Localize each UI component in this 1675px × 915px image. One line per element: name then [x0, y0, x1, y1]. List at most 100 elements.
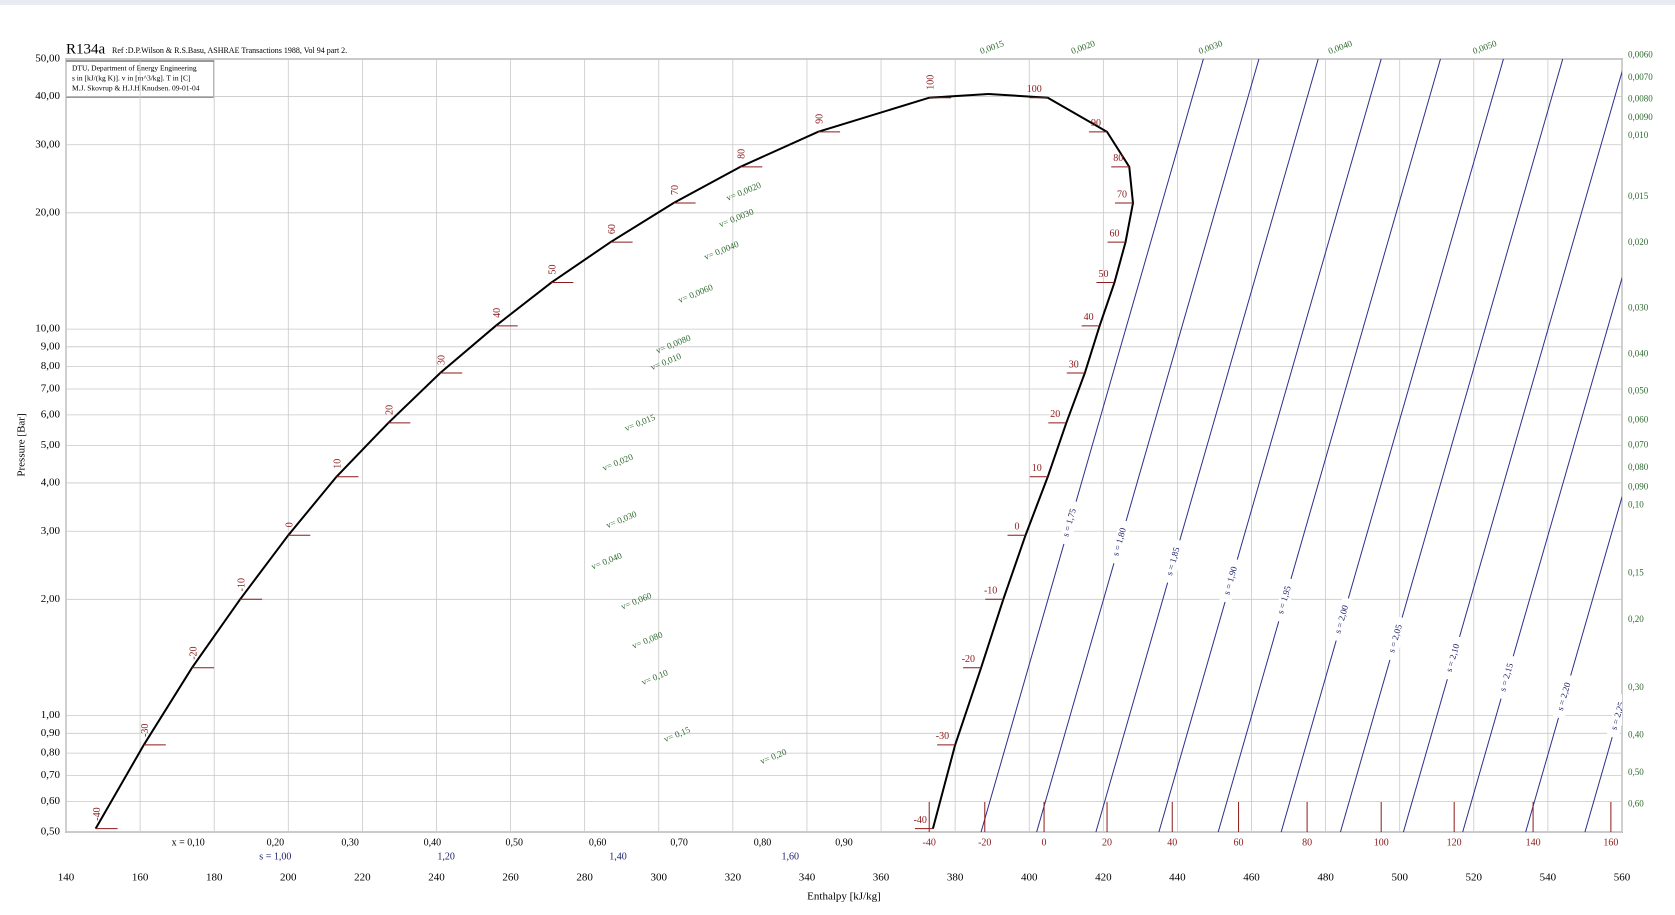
- volume-label: v= 0,0030: [717, 206, 755, 229]
- volume-label: 0,0060: [1628, 50, 1653, 60]
- temperature-label: -30: [936, 731, 949, 742]
- y-tick-label: 50,00: [35, 53, 60, 65]
- y-tick-label: 8,00: [41, 360, 61, 372]
- x-tick-label: 440: [1169, 872, 1186, 884]
- volume-label: v= 0,20: [759, 747, 789, 767]
- temperature-label: 70: [1117, 189, 1127, 200]
- volume-label: 0,090: [1628, 481, 1649, 491]
- temperature-label: 40: [1084, 312, 1094, 323]
- label-bg: [1441, 635, 1466, 681]
- isotherm-label: 40: [1167, 837, 1177, 848]
- temperature-label: 100: [1027, 84, 1042, 95]
- isotherm-label: 160: [1603, 837, 1618, 848]
- x-tick-label: 280: [576, 872, 593, 884]
- quality-label: 0,80: [754, 837, 772, 848]
- temperature-label: 10: [333, 459, 344, 469]
- label-bg: [1552, 673, 1577, 720]
- saturation-line: [931, 92, 1134, 829]
- y-tick-label: 40,00: [35, 90, 60, 102]
- isotherm-label: 100: [1374, 837, 1389, 848]
- temperature-label: 50: [548, 265, 559, 275]
- volume-label: 0,60: [1628, 798, 1644, 808]
- y-axis-title: Pressure [Bar]: [16, 413, 28, 476]
- isentrope-line: [1339, 59, 1564, 832]
- label-bg: [1161, 538, 1186, 585]
- isotherm-label: 20: [1102, 837, 1112, 848]
- isotherm-label: -40: [923, 837, 936, 848]
- volume-label: 0,40: [1628, 729, 1644, 739]
- x-tick-label: 260: [502, 872, 519, 884]
- temperature-label: -10: [984, 586, 997, 597]
- y-tick-label: 7,00: [41, 383, 61, 395]
- y-tick-label: 0,80: [41, 747, 61, 759]
- y-tick-label: 5,00: [41, 439, 61, 451]
- quality-label: 0,40: [424, 837, 442, 848]
- isentrope-line: [1280, 59, 1504, 832]
- y-tick-label: 20,00: [35, 206, 60, 218]
- y-tick-label: 0,70: [41, 769, 61, 781]
- temperature-label: 10: [1032, 463, 1042, 474]
- y-tick-label: 2,00: [41, 593, 61, 605]
- x-tick-label: 340: [799, 872, 816, 884]
- quality-label: x = 0,10: [172, 837, 205, 848]
- y-tick-label: 0,60: [41, 795, 61, 807]
- volume-label: 0,50: [1628, 767, 1644, 777]
- x-tick-label: 500: [1391, 872, 1408, 884]
- x-tick-label: 520: [1466, 872, 1483, 884]
- volume-label: v= 0,10: [640, 667, 670, 687]
- label-bg: [1330, 596, 1355, 643]
- volume-label: v= 0,060: [619, 590, 653, 611]
- temperature-label: -30: [140, 724, 151, 737]
- isentrope-line: [1036, 59, 1260, 832]
- volume-label: 0,060: [1628, 415, 1649, 425]
- temperature-label: 50: [1098, 269, 1108, 280]
- volume-label: v= 0,020: [601, 451, 635, 472]
- isentrope-line: [1402, 70, 1622, 832]
- temperature-label: 0: [1015, 522, 1020, 533]
- volume-label: v= 0,010: [649, 351, 683, 372]
- window-bar: [0, 0, 1675, 5]
- x-tick-label: 400: [1021, 872, 1038, 884]
- y-tick-label: 0,50: [41, 826, 61, 838]
- volume-label: 0,10: [1628, 499, 1644, 509]
- y-tick-label: 1,00: [41, 709, 61, 721]
- x-tick-label: 460: [1243, 872, 1260, 884]
- x-tick-label: 220: [354, 872, 371, 884]
- y-tick-label: 3,00: [41, 525, 61, 537]
- quality-label: 0,70: [670, 837, 688, 848]
- info-line: M.J. Skovrup & H.J.H Knudsen. 09-01-04: [72, 84, 200, 93]
- volume-label: v= 0,040: [590, 550, 624, 571]
- volume-label: 0,0090: [1628, 112, 1653, 122]
- y-tick-label: 9,00: [41, 340, 61, 352]
- temperature-label: -40: [914, 815, 927, 826]
- volume-label: 0,015: [1628, 191, 1649, 201]
- x-tick-label: 360: [873, 872, 890, 884]
- volume-label: 0,040: [1628, 349, 1649, 359]
- volume-label: 0,080: [1628, 462, 1649, 472]
- temperature-label: 80: [1113, 153, 1123, 164]
- x-tick-label: 380: [947, 872, 964, 884]
- entropy-label: 1,40: [609, 851, 627, 862]
- isotherm-label: 80: [1302, 837, 1312, 848]
- quality-label: 0,60: [589, 837, 607, 848]
- temperature-label: -10: [236, 578, 247, 591]
- y-tick-label: 10,00: [35, 323, 60, 335]
- temperature-label: -20: [962, 654, 975, 665]
- volume-label: v= 0,0060: [677, 282, 715, 305]
- temperature-label: -40: [92, 807, 103, 820]
- volume-label: 0,050: [1628, 385, 1649, 395]
- temperature-label: 60: [1110, 228, 1120, 239]
- x-tick-label: 140: [58, 872, 75, 884]
- isentrope-line: [980, 59, 1204, 832]
- isentrope-line: [1462, 276, 1622, 832]
- volume-label: 0,010: [1628, 130, 1649, 140]
- isotherm-label: 120: [1447, 837, 1462, 848]
- temperature-label: 30: [436, 355, 447, 365]
- volume-label: 0,30: [1628, 682, 1644, 692]
- volume-label: 0,0080: [1628, 93, 1653, 103]
- quality-label: 0,90: [835, 837, 853, 848]
- label-bg: [1606, 693, 1622, 739]
- x-tick-label: 300: [651, 872, 668, 884]
- volume-label: 0,0070: [1628, 72, 1653, 82]
